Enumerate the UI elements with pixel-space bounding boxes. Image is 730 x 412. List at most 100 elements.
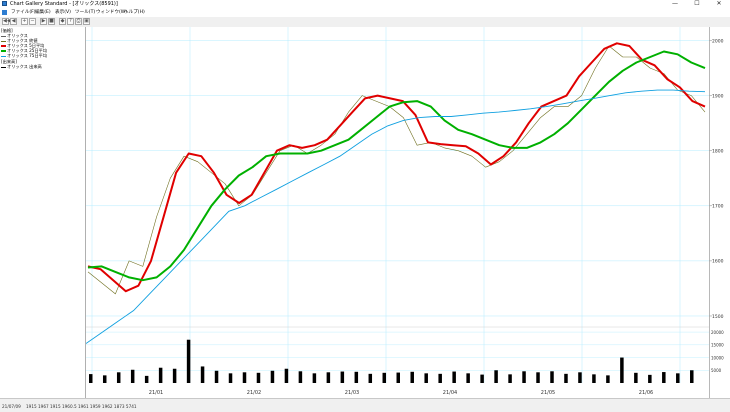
- menu-help[interactable]: ヘルプ(H): [124, 10, 145, 15]
- menu-window[interactable]: ウィンドウ(W): [96, 10, 128, 15]
- menu-file[interactable]: ファイル(F): [11, 10, 36, 15]
- volume-bar: [396, 372, 400, 383]
- volume-axis-label: 5000: [711, 368, 722, 373]
- volume-bar: [200, 366, 205, 383]
- volume-bar: [368, 373, 373, 383]
- volume-bar: [382, 372, 387, 383]
- volume-bar: [102, 375, 107, 383]
- volume-bar: [438, 373, 442, 383]
- volume-bar: [536, 372, 540, 383]
- next-page-icon[interactable]: ▶: [40, 18, 47, 25]
- volume-bar: [480, 374, 484, 383]
- price-chart[interactable]: 21/01 21/02 21/03 21/04 21/05 21/06: [85, 27, 709, 398]
- volume-bar: [508, 374, 512, 383]
- volume-bar: [116, 372, 121, 383]
- volume-bar: [564, 373, 568, 383]
- zoom-in-icon[interactable]: +: [21, 18, 28, 25]
- x-axis-ticks: 21/01 21/02 21/03 21/04 21/05 21/06: [149, 390, 653, 396]
- volume-bar: [186, 339, 191, 383]
- volume-bar: [606, 375, 610, 383]
- moving-average-lines: [85, 42, 706, 344]
- stop-icon[interactable]: ■: [48, 18, 55, 25]
- legend-pane: [価格] オリックス オリックス 終値 オリックス 5日平均 オリックス 25日…: [0, 27, 86, 398]
- print-icon[interactable]: ⎙: [75, 18, 82, 25]
- volume-bar: [620, 357, 624, 383]
- volume-bar: [690, 370, 694, 383]
- legend-item-volume[interactable]: オリックス 出来高: [1, 64, 42, 69]
- price-axis-label: 1600: [712, 259, 724, 265]
- menu-view[interactable]: 表示(V): [55, 10, 71, 15]
- volume-axis-label: 10000: [711, 355, 724, 360]
- price-axis-label: 2000: [712, 38, 724, 44]
- volume-bar: [89, 374, 93, 383]
- ma25-line: [87, 50, 706, 282]
- ma5-line: [87, 42, 706, 293]
- x-tick-label: 21/05: [541, 390, 555, 396]
- legend-item-ma25[interactable]: オリックス 25日平均: [1, 48, 47, 53]
- volume-axis-label: 15000: [711, 343, 724, 348]
- volume-bar: [634, 372, 638, 383]
- price-axis-label: 1500: [712, 314, 724, 320]
- status-bar: 21/07/09 1915 1967 1915 1960.5 1961 1959…: [0, 398, 730, 412]
- scale-svg: 1500 1600 1700 1800 1900 2000 5000 10000 15000 20…: [709, 27, 724, 398]
- close-price-line: [87, 45, 706, 295]
- volume-bar: [228, 373, 233, 383]
- volume-bar: [242, 372, 247, 383]
- menu-edit[interactable]: 編集(E): [35, 10, 51, 15]
- legend-item-ma75[interactable]: オリックス 75日平均: [1, 53, 47, 58]
- indicator-icon[interactable]: ◆: [59, 18, 66, 25]
- status-date: 21/07/09: [2, 404, 21, 409]
- chart-area[interactable]: 21/01 21/02 21/03 21/04 21/05 21/06: [85, 27, 709, 398]
- legend-item-candle[interactable]: オリックス: [1, 33, 28, 38]
- zoom-out-icon[interactable]: −: [29, 18, 36, 25]
- document-icon[interactable]: [2, 10, 7, 15]
- volume-legend-header: [出来高]: [1, 59, 17, 64]
- close-button[interactable]: ✕: [716, 0, 722, 7]
- x-tick-label: 21/01: [149, 390, 163, 396]
- minimize-button[interactable]: —: [672, 0, 678, 7]
- volume-bar: [172, 368, 177, 383]
- menu-tools[interactable]: ツール(T): [75, 10, 96, 15]
- price-scale: 1500 1600 1700 1800 1900 2000 5000 10000 15000 20…: [709, 27, 730, 398]
- app-icon: [2, 1, 7, 6]
- help-icon[interactable]: ?: [67, 18, 74, 25]
- volume-bar: [284, 368, 289, 383]
- volume-bar: [424, 373, 428, 383]
- volume-bar: [354, 371, 359, 383]
- volume-bar: [648, 374, 652, 383]
- volume-bar: [578, 372, 582, 383]
- volume-bar: [326, 372, 331, 383]
- volume-axis-label: 20000: [711, 330, 724, 335]
- price-legend-header: [価格]: [1, 28, 13, 33]
- x-tick-label: 21/06: [639, 390, 653, 396]
- x-tick-label: 21/02: [247, 390, 261, 396]
- legend-item-ma5[interactable]: オリックス 5日平均: [1, 43, 44, 48]
- volume-bar: [676, 373, 680, 383]
- volume-bars: [89, 339, 694, 383]
- window-icon[interactable]: ▣: [83, 18, 90, 25]
- price-axis-label: 1700: [712, 204, 724, 210]
- status-values: 1915 1967 1915 1960.5 1961 1959 1962 187…: [26, 404, 137, 409]
- close-line: [87, 45, 706, 295]
- first-page-icon[interactable]: ◀◀: [2, 18, 11, 25]
- volume-bar: [452, 371, 456, 383]
- volume-bar: [494, 370, 498, 383]
- prev-page-icon[interactable]: ◀: [10, 18, 17, 25]
- volume-bar: [256, 372, 261, 383]
- volume-bar: [592, 374, 596, 383]
- volume-bar: [158, 367, 163, 383]
- volume-bar: [410, 371, 414, 383]
- volume-bar: [550, 371, 554, 383]
- price-axis-label: 1900: [712, 93, 724, 99]
- scale-labels: 1500 1600 1700 1800 1900 2000 5000 10000 15000 20…: [709, 38, 724, 373]
- maximize-button[interactable]: ☐: [694, 0, 700, 7]
- window-title: Chart Gallery Standard - [オリックス(8591)]: [10, 1, 118, 7]
- legend-item-close[interactable]: オリックス 終値: [1, 38, 38, 43]
- ma75-line: [85, 89, 706, 344]
- title-bar: Chart Gallery Standard - [オリックス(8591)] —…: [0, 0, 730, 8]
- price-axis-label: 1800: [712, 148, 724, 154]
- volume-bar: [130, 369, 135, 383]
- volume-bar: [340, 371, 345, 383]
- volume-bar: [298, 371, 303, 383]
- volume-bar: [522, 371, 526, 383]
